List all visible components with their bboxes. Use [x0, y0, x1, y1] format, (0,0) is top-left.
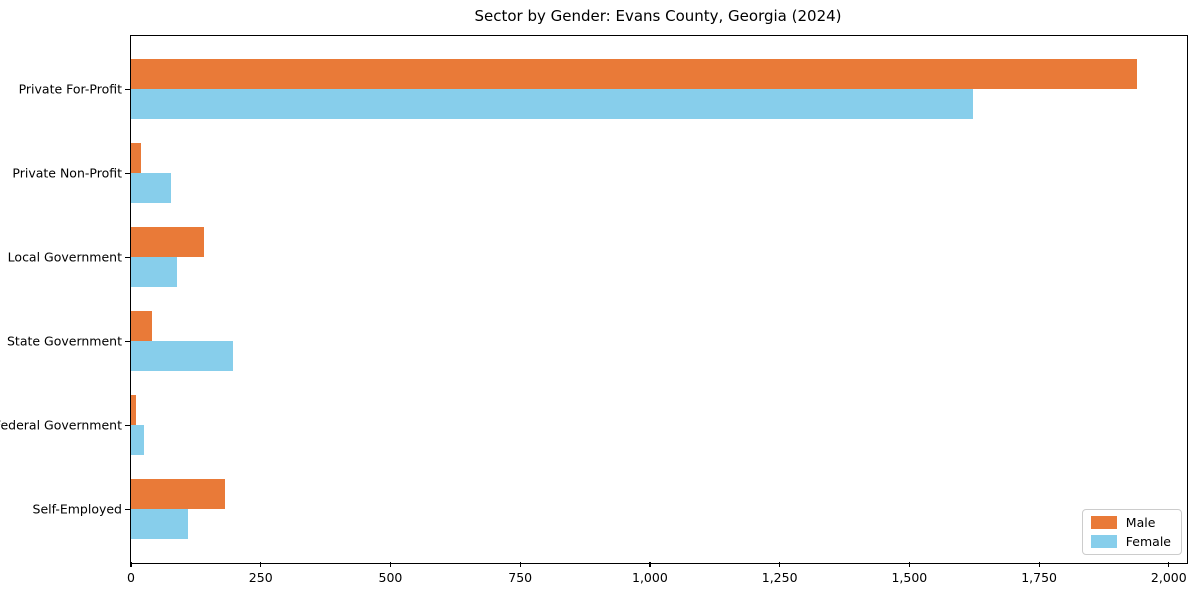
bar-male-state-government — [131, 311, 153, 341]
y-tick-mark — [125, 88, 130, 90]
x-tick-label: 1,000 — [632, 570, 668, 585]
bar-female-state-government — [131, 341, 234, 371]
y-tick-mark — [125, 424, 130, 426]
x-tick-mark — [779, 562, 781, 567]
chart-title: Sector by Gender: Evans County, Georgia … — [474, 7, 842, 25]
x-tick-label: 2,000 — [1150, 570, 1187, 585]
legend-label-female: Female — [1125, 534, 1171, 549]
x-tick-label: 250 — [248, 570, 273, 585]
x-tick-label: 750 — [508, 570, 533, 585]
bar-male-local-government — [131, 227, 204, 257]
legend-label-male: Male — [1125, 515, 1156, 530]
plot-area: Private For-Profit Private Non-Profit Loca… — [0, 35, 1188, 585]
legend: Male Female — [1081, 509, 1182, 555]
y-tick-mark — [125, 340, 130, 342]
y-tick-mark — [125, 172, 130, 174]
male-swatch — [1090, 516, 1117, 529]
x-tick-mark — [130, 562, 132, 567]
legend-item-female: Female — [1090, 534, 1171, 549]
bar-male-federal-government — [131, 395, 136, 425]
x-tick-mark — [1038, 562, 1040, 567]
x-tick-mark — [260, 562, 262, 567]
x-tick-label: 1,750 — [1021, 570, 1057, 585]
y-tick-mark — [125, 256, 130, 258]
female-swatch — [1090, 535, 1117, 548]
bar-female-private-for-profit — [131, 89, 973, 119]
x-tick-mark — [519, 562, 521, 567]
bar-female-private-non-profit — [131, 173, 172, 203]
y-tick-label: Local Government — [7, 249, 122, 265]
x-tick-label: 1,250 — [761, 570, 798, 585]
x-tick-mark — [1168, 562, 1170, 567]
legend-item-male: Male — [1090, 515, 1171, 530]
y-tick-label: Self-Employed — [32, 501, 122, 517]
bar-male-private-non-profit — [131, 143, 142, 173]
y-tick-label: Private Non-Profit — [12, 165, 122, 181]
x-tick-label: 0 — [127, 570, 135, 585]
x-tick-mark — [908, 562, 910, 567]
bar-female-local-government — [131, 257, 177, 287]
bar-male-private-for-profit — [131, 59, 1137, 89]
y-tick-label: State Government — [6, 333, 122, 349]
x-tick-mark — [389, 562, 392, 567]
bar-male-self-employed — [131, 479, 225, 509]
y-tick-mark — [125, 508, 130, 510]
bar-female-federal-government — [131, 425, 145, 455]
x-tick-mark — [649, 562, 651, 567]
bar-female-self-employed — [131, 509, 189, 539]
x-tick-label: 500 — [378, 570, 403, 585]
y-tick-label: Federal Government — [0, 417, 122, 433]
x-tick-label: 1,500 — [891, 570, 928, 585]
y-tick-label: Private For-Profit — [18, 81, 122, 97]
